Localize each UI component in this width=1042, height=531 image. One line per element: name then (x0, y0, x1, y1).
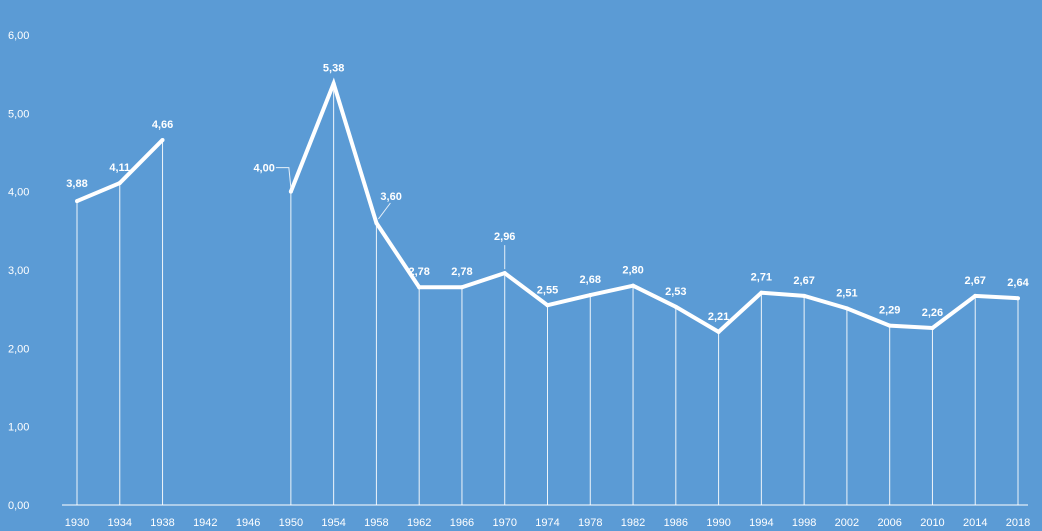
x-tick-label: 2006 (877, 517, 901, 529)
data-point (331, 81, 336, 86)
data-label: 2,71 (751, 272, 772, 284)
data-point (844, 306, 849, 311)
leader-line (378, 202, 391, 220)
data-label: 2,26 (922, 307, 943, 319)
x-tick-label: 1994 (749, 517, 773, 529)
y-tick-label: 1,00 (8, 422, 29, 434)
data-point (288, 189, 293, 194)
data-label: 2,55 (537, 284, 558, 296)
x-tick-label: 2018 (1006, 517, 1030, 529)
x-tick-label: 1966 (450, 517, 474, 529)
y-tick-label: 0,00 (8, 500, 29, 512)
data-label: 5,38 (323, 63, 344, 75)
x-tick-label: 1930 (65, 517, 89, 529)
x-tick-label: 1998 (792, 517, 816, 529)
data-label: 2,78 (451, 266, 472, 278)
x-tick-label: 2010 (920, 517, 944, 529)
x-tick-label: 2002 (835, 517, 859, 529)
data-label: 3,60 (380, 191, 401, 203)
data-point (759, 290, 764, 295)
x-tick-label: 1974 (535, 517, 559, 529)
x-tick-label: 1934 (108, 517, 132, 529)
data-point (75, 199, 79, 204)
data-point (973, 293, 978, 298)
data-label: 2,51 (836, 287, 857, 299)
data-point (417, 285, 422, 290)
data-label: 4,00 (253, 163, 274, 175)
data-point (887, 323, 892, 328)
data-label: 2,96 (494, 231, 515, 243)
x-tick-label: 1982 (621, 517, 645, 529)
x-tick-label: 1938 (150, 517, 174, 529)
leader-line (275, 167, 292, 188)
data-label: 2,67 (793, 275, 814, 287)
data-label: 4,11 (109, 162, 130, 174)
data-point (160, 137, 165, 142)
data-point (631, 283, 636, 288)
x-tick-label: 1950 (279, 517, 303, 529)
x-tick-label: 2014 (963, 517, 987, 529)
data-point (545, 303, 550, 308)
y-tick-label: 3,00 (8, 265, 29, 277)
x-tick-label: 1958 (364, 517, 388, 529)
data-point (502, 271, 507, 276)
x-tick-label: 1962 (407, 517, 431, 529)
series-line (289, 77, 1019, 335)
y-tick-label: 6,00 (8, 30, 29, 42)
data-point (930, 325, 935, 330)
x-tick-label: 1954 (321, 517, 345, 529)
data-label: 2,29 (879, 305, 900, 317)
y-tick-label: 4,00 (8, 187, 29, 199)
data-label: 3,88 (66, 178, 87, 190)
x-tick-label: 1970 (492, 517, 516, 529)
x-tick-label: 1986 (664, 517, 688, 529)
data-point (374, 221, 379, 225)
data-point (588, 293, 593, 298)
data-label: 2,67 (965, 275, 986, 287)
data-label: 2,64 (1007, 277, 1029, 289)
data-point (459, 285, 464, 290)
data-point (1016, 296, 1020, 301)
x-tick-label: 1942 (193, 517, 217, 529)
y-tick-label: 2,00 (8, 343, 29, 355)
data-label: 4,66 (152, 119, 173, 131)
y-tick-label: 5,00 (8, 108, 29, 120)
data-point (802, 293, 807, 298)
data-point (117, 181, 122, 186)
data-label: 2,80 (622, 265, 643, 277)
data-label: 2,78 (408, 266, 429, 278)
data-label: 2,68 (580, 274, 601, 286)
x-tick-label: 1990 (706, 517, 730, 529)
data-label: 2,53 (665, 286, 686, 298)
x-tick-label: 1978 (578, 517, 602, 529)
x-tick-label: 1946 (236, 517, 260, 529)
data-point (673, 304, 678, 309)
data-point (716, 329, 721, 334)
data-label: 2,21 (708, 311, 729, 323)
